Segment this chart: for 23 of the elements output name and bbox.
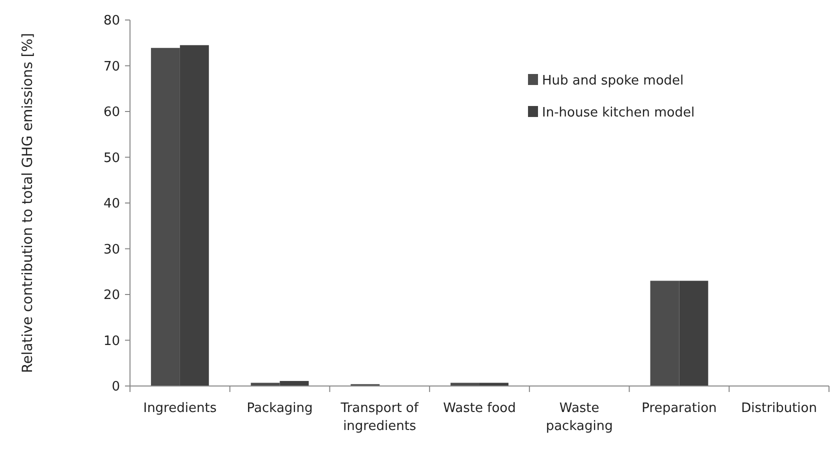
y-tick-label: 70 [103, 59, 120, 74]
bar [150, 48, 180, 386]
x-tick-label: Ingredients [143, 401, 217, 416]
y-tick-label: 20 [103, 288, 120, 304]
x-tick-label: Transport of ingredients [340, 401, 419, 434]
y-tick-label: 40 [103, 196, 120, 212]
x-tick-label: Waste food [443, 401, 516, 416]
y-axis-title: Relative contribution to total GHG emissions [%] [20, 33, 36, 373]
y-tick-label: 10 [103, 334, 120, 349]
y-tick-label: 0 [112, 380, 120, 395]
x-tick-label: Waste packaging [546, 401, 613, 434]
legend-label: In-house kitchen model [542, 106, 695, 121]
y-tick-label: 50 [103, 150, 120, 166]
x-tick-label: Packaging [246, 401, 313, 416]
bar [650, 280, 680, 386]
y-tick-label: 60 [103, 105, 120, 120]
x-tick-label: Distribution [741, 401, 817, 416]
bar [679, 280, 708, 386]
y-tick-label: 80 [103, 14, 120, 29]
y-tick-label: 30 [103, 242, 120, 258]
legend-label: Hub and spoke model [542, 74, 684, 89]
x-tick-label: Preparation [642, 401, 717, 416]
bar [180, 45, 209, 386]
